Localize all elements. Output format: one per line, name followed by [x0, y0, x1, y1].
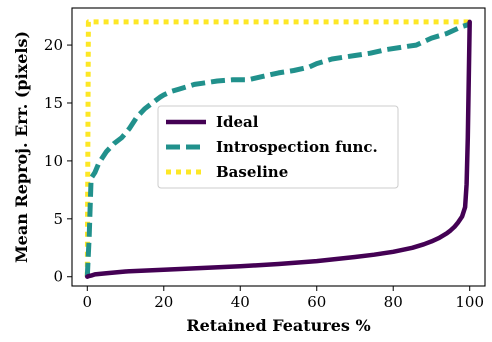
plot-frame — [71, 7, 486, 287]
x-tick-label: 40 — [231, 293, 250, 311]
y-tick-label: 0 — [53, 268, 63, 286]
y-tick-label: 15 — [44, 94, 63, 112]
x-tick-label: 100 — [455, 293, 484, 311]
series-line-baseline — [84, 19, 470, 277]
y-tick-label: 10 — [44, 152, 63, 170]
y-tick-label: 5 — [53, 210, 63, 228]
legend-label: Baseline — [216, 163, 288, 181]
series-layer — [84, 19, 472, 279]
y-axis-label: Mean Reproj. Err. (pixels) — [12, 31, 31, 263]
x-tick-label: 0 — [83, 293, 93, 311]
series-line-ideal — [85, 19, 472, 279]
legend-box — [157, 105, 399, 189]
x-tick-label: 20 — [154, 293, 173, 311]
series-line-introspection-func — [84, 21, 471, 277]
y-tick-label: 20 — [44, 36, 63, 54]
legend-label: Introspection func. — [216, 138, 378, 156]
x-axis-label: Retained Features % — [186, 316, 370, 335]
legend-label: Ideal — [216, 113, 259, 131]
x-tick-label: 80 — [384, 293, 403, 311]
legend: Ideal Introspection func. Baseline — [157, 105, 399, 189]
ticks-layer: 0 20 40 60 80 100 0 5 10 15 20 — [44, 36, 484, 311]
x-tick-label: 60 — [307, 293, 326, 311]
